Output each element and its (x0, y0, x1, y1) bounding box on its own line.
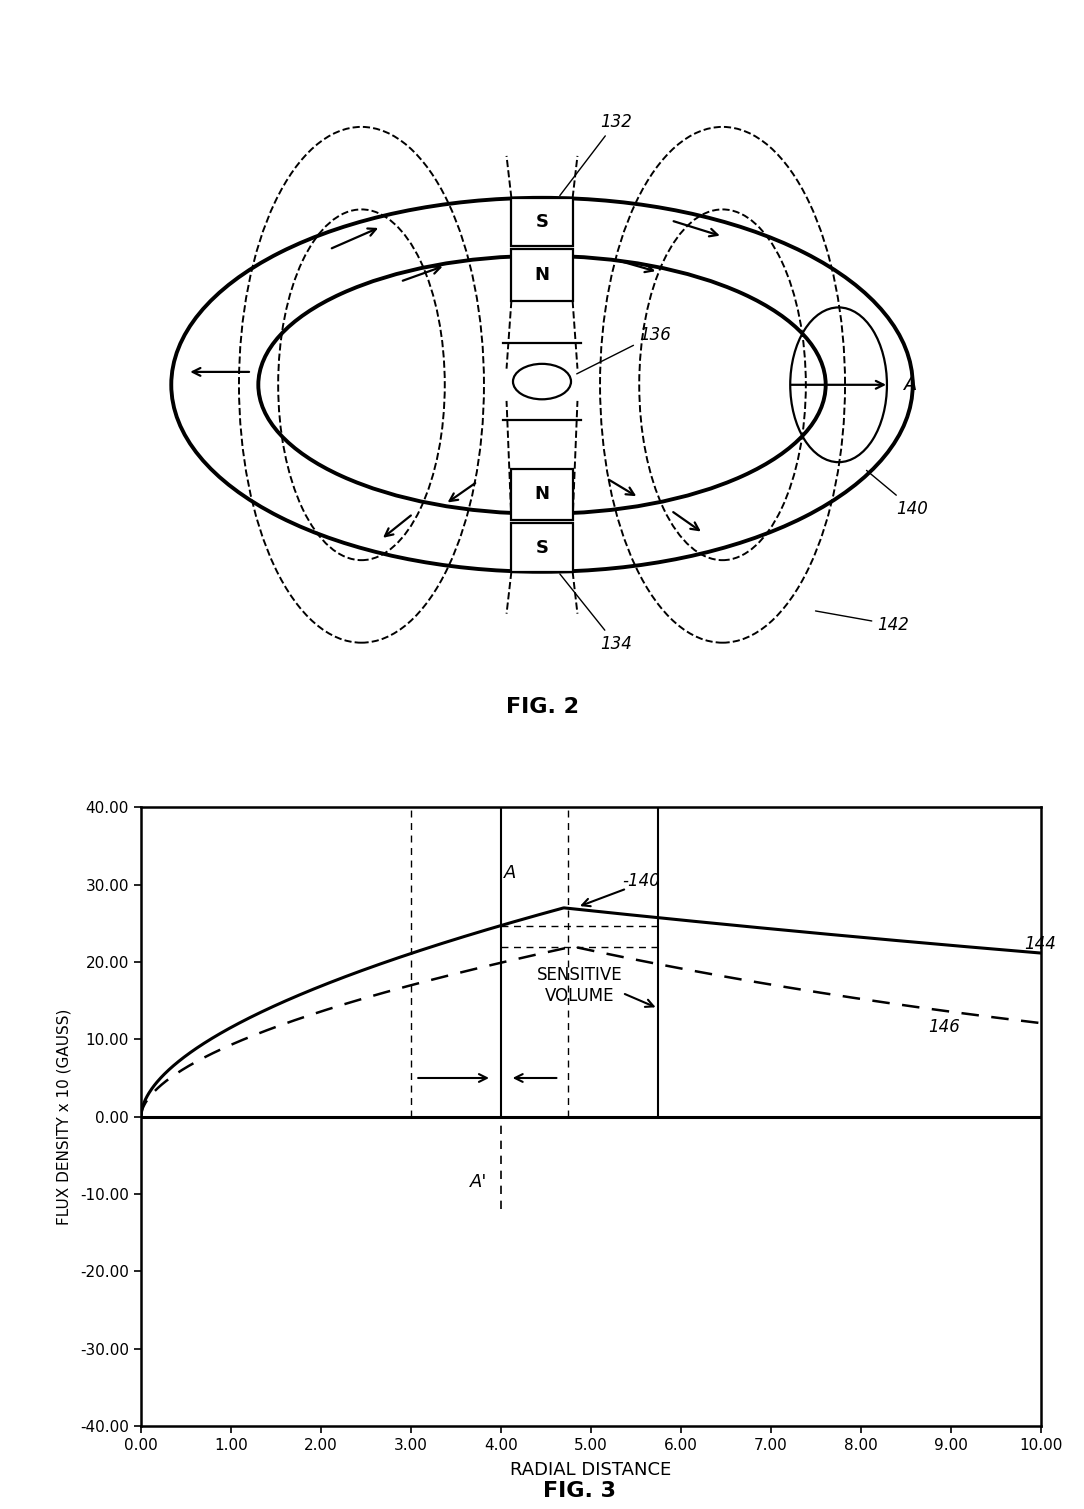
Text: A': A' (469, 1174, 487, 1192)
X-axis label: RADIAL DISTANCE: RADIAL DISTANCE (511, 1461, 671, 1479)
FancyBboxPatch shape (512, 198, 572, 246)
Text: 144: 144 (1024, 934, 1056, 952)
Text: 132: 132 (559, 113, 632, 196)
Text: A: A (903, 376, 916, 394)
Text: 136: 136 (577, 326, 671, 374)
Text: SENSITIVE
VOLUME: SENSITIVE VOLUME (537, 966, 622, 1005)
Text: 140: 140 (866, 471, 929, 518)
FancyBboxPatch shape (512, 249, 572, 300)
Text: FIG. 2: FIG. 2 (505, 697, 579, 717)
Text: S: S (535, 539, 549, 557)
Text: A: A (504, 865, 516, 883)
Text: N: N (534, 266, 550, 284)
Text: -140: -140 (622, 872, 660, 890)
Text: 142: 142 (815, 611, 909, 634)
Y-axis label: FLUX DENSITY x 10 (GAUSS): FLUX DENSITY x 10 (GAUSS) (56, 1008, 72, 1225)
FancyBboxPatch shape (512, 524, 572, 572)
Text: N: N (534, 486, 550, 504)
Text: S: S (535, 213, 549, 231)
FancyBboxPatch shape (512, 469, 572, 521)
Text: FIG. 3: FIG. 3 (543, 1480, 617, 1501)
Text: 146: 146 (928, 1019, 960, 1037)
Text: 134: 134 (559, 573, 632, 653)
